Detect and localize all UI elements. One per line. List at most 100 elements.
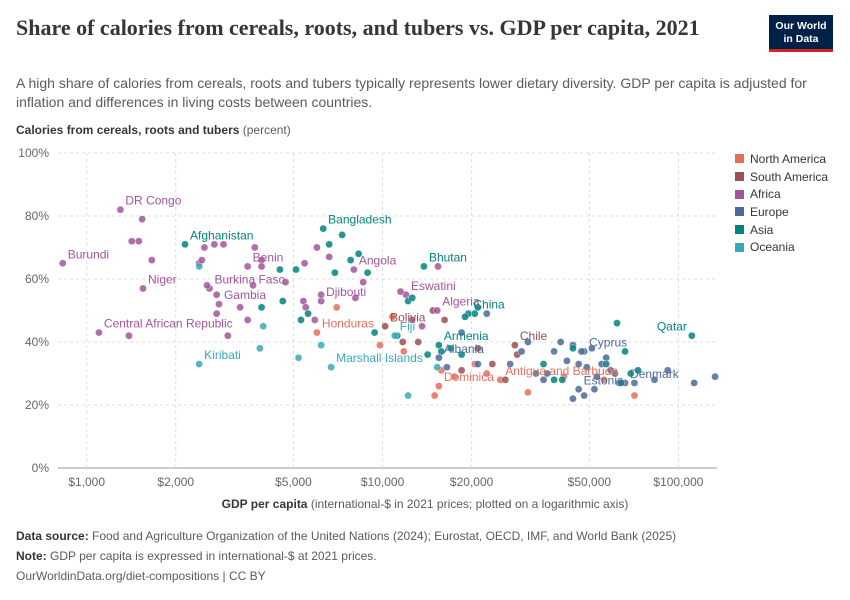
data-point[interactable]: [711, 372, 719, 381]
data-point[interactable]: [236, 303, 244, 312]
legend-item[interactable]: Oceania: [735, 238, 828, 256]
data-point[interactable]: [331, 268, 339, 277]
data-point[interactable]: [313, 328, 321, 337]
data-point[interactable]: [95, 328, 103, 337]
data-point[interactable]: [569, 394, 577, 403]
data-point[interactable]: [433, 363, 442, 372]
data-point[interactable]: [457, 328, 466, 337]
data-point[interactable]: [482, 309, 491, 318]
data-point[interactable]: [650, 375, 659, 384]
data-point[interactable]: [437, 347, 446, 356]
data-point[interactable]: [470, 309, 479, 318]
data-point[interactable]: [212, 309, 221, 318]
data-point[interactable]: [125, 331, 133, 340]
data-point[interactable]: [363, 268, 372, 277]
data-point[interactable]: [224, 331, 232, 340]
data-point[interactable]: [688, 331, 696, 340]
data-point[interactable]: [259, 322, 267, 331]
data-point[interactable]: [630, 391, 639, 400]
data-point[interactable]: [634, 366, 642, 375]
footer-url[interactable]: OurWorldinData.org/diet-compositions | C…: [16, 569, 266, 583]
data-point[interactable]: [663, 366, 672, 375]
legend-item[interactable]: South America: [735, 168, 828, 186]
data-point[interactable]: [488, 360, 497, 368]
data-point[interactable]: [690, 379, 698, 387]
data-point[interactable]: [319, 224, 327, 233]
data-point[interactable]: [219, 240, 228, 249]
data-point[interactable]: [281, 278, 290, 286]
data-point[interactable]: [58, 259, 67, 268]
data-point[interactable]: [569, 344, 577, 353]
data-point[interactable]: [408, 316, 417, 324]
data-point[interactable]: [408, 294, 417, 302]
data-point[interactable]: [443, 363, 451, 372]
data-point[interactable]: [317, 341, 325, 349]
data-point[interactable]: [317, 290, 325, 299]
data-point[interactable]: [346, 256, 355, 264]
data-point[interactable]: [626, 369, 635, 378]
data-point[interactable]: [574, 385, 583, 394]
data-point[interactable]: [457, 366, 466, 375]
data-point[interactable]: [593, 372, 601, 381]
data-point[interactable]: [474, 360, 482, 368]
data-point[interactable]: [446, 344, 455, 353]
data-point[interactable]: [558, 375, 567, 384]
data-point[interactable]: [433, 306, 442, 315]
legend-item[interactable]: Europe: [735, 203, 828, 221]
data-point[interactable]: [435, 382, 443, 390]
data-point[interactable]: [338, 231, 346, 239]
data-point[interactable]: [359, 278, 367, 286]
owid-logo[interactable]: Our World in Data: [769, 15, 833, 52]
data-point[interactable]: [195, 262, 203, 271]
data-point[interactable]: [621, 347, 629, 356]
data-point[interactable]: [430, 391, 439, 400]
data-point[interactable]: [276, 265, 284, 274]
data-point[interactable]: [600, 375, 608, 384]
data-point[interactable]: [332, 303, 341, 312]
data-point[interactable]: [563, 357, 571, 365]
data-point[interactable]: [457, 350, 466, 359]
data-point[interactable]: [404, 391, 412, 400]
data-point[interactable]: [325, 240, 333, 249]
chart-legend[interactable]: North America South America Africa Europe As…: [735, 150, 828, 256]
data-point[interactable]: [297, 316, 305, 324]
data-point[interactable]: [376, 341, 384, 349]
data-point[interactable]: [134, 237, 143, 245]
data-point[interactable]: [257, 303, 266, 312]
data-point[interactable]: [543, 369, 551, 378]
legend-item[interactable]: Asia: [735, 221, 828, 239]
data-point[interactable]: [400, 347, 408, 356]
data-point[interactable]: [434, 262, 442, 271]
data-point[interactable]: [511, 341, 519, 349]
data-point[interactable]: [582, 363, 591, 372]
data-point[interactable]: [588, 344, 596, 353]
data-point[interactable]: [138, 215, 146, 223]
data-point[interactable]: [482, 369, 491, 378]
data-point[interactable]: [577, 347, 586, 356]
data-point[interactable]: [474, 344, 482, 353]
data-point[interactable]: [249, 281, 257, 290]
data-point[interactable]: [139, 284, 147, 293]
data-point[interactable]: [396, 287, 405, 296]
data-point[interactable]: [256, 344, 264, 353]
data-point[interactable]: [325, 253, 333, 261]
data-point[interactable]: [550, 375, 558, 384]
data-point[interactable]: [550, 347, 558, 356]
data-point[interactable]: [420, 262, 428, 271]
data-point[interactable]: [304, 309, 312, 318]
data-point[interactable]: [414, 338, 423, 346]
data-point[interactable]: [200, 243, 209, 252]
data-point[interactable]: [212, 290, 221, 299]
data-point[interactable]: [517, 347, 526, 356]
data-point[interactable]: [630, 379, 639, 387]
data-point[interactable]: [590, 385, 599, 394]
data-point[interactable]: [391, 331, 399, 340]
data-point[interactable]: [506, 360, 514, 368]
data-point[interactable]: [613, 319, 621, 327]
data-point[interactable]: [203, 281, 211, 290]
legend-item[interactable]: North America: [735, 150, 828, 168]
data-point[interactable]: [381, 322, 389, 331]
data-point[interactable]: [461, 312, 469, 321]
data-point[interactable]: [602, 360, 611, 368]
data-point[interactable]: [278, 297, 287, 305]
